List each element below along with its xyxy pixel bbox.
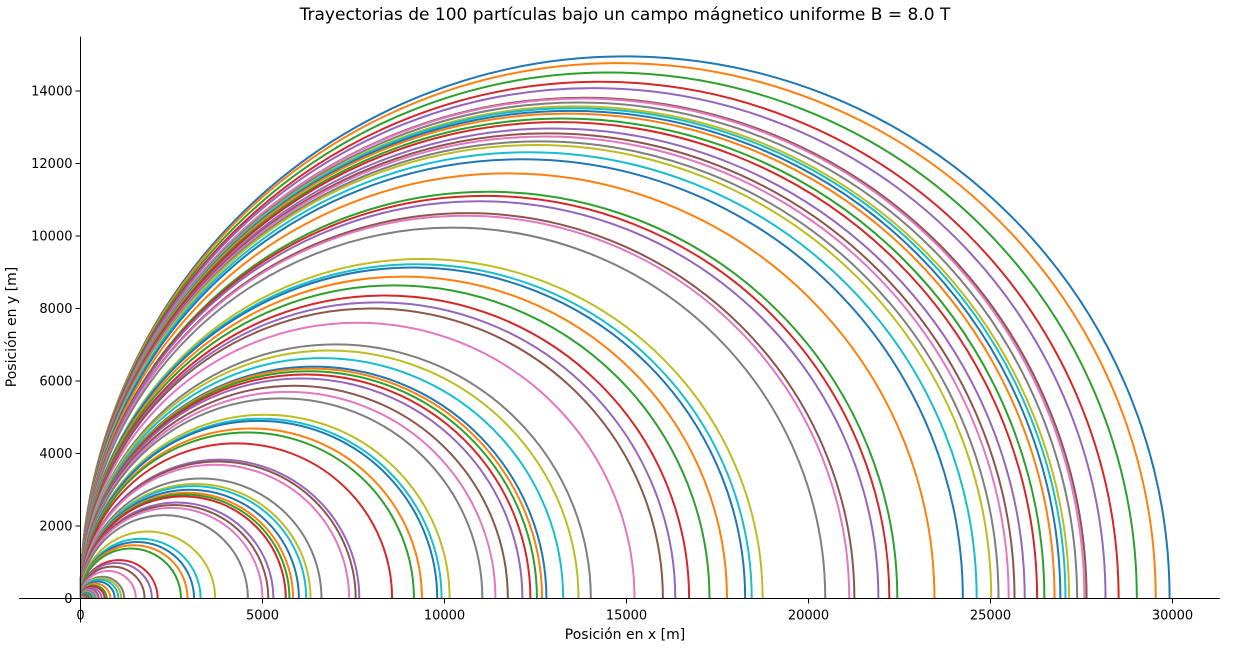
x-axis-label: Posición en x [m] <box>565 627 685 643</box>
y-tick-label: 2000 <box>39 520 72 535</box>
trajectory-arc <box>79 140 1000 599</box>
trajectory-arc <box>79 71 1138 599</box>
x-tick-label: 10000 <box>424 609 465 624</box>
trajectory-arc <box>79 284 711 599</box>
y-tick-label: 10000 <box>31 230 72 245</box>
trajectory-arc <box>81 133 1015 598</box>
trajectory-arc <box>79 200 880 599</box>
trajectory-arc <box>79 62 1157 599</box>
trajectory-arc <box>81 106 1070 598</box>
trajectory-arc <box>79 158 964 599</box>
trajectory-arc <box>79 547 182 599</box>
x-tick-label: 25000 <box>970 609 1011 624</box>
trajectory-arc <box>79 307 664 599</box>
trajectory-arc <box>79 109 1062 599</box>
y-axis-label: Posición en y [m] <box>4 267 20 387</box>
trajectory-arc <box>79 266 747 599</box>
y-axis-ticks: 0 2000 4000 6000 8000 10000 12000 14000 <box>31 85 81 607</box>
trajectory-arc <box>79 214 851 599</box>
trajectory-arc <box>79 514 249 599</box>
trajectory-arc <box>79 80 1120 599</box>
trajectory-arc <box>79 172 936 599</box>
x-tick-label: 20000 <box>788 609 829 624</box>
trajectory-arc <box>79 127 1026 599</box>
y-tick-label: 14000 <box>31 85 72 100</box>
x-tick-label: 0 <box>76 609 84 624</box>
y-tick-label: 12000 <box>31 157 72 172</box>
trajectory-arc <box>79 431 415 599</box>
trajectory-arc <box>81 122 1038 598</box>
y-tick-label: 0 <box>64 592 72 607</box>
plot-area <box>79 55 1171 599</box>
y-tick-label: 4000 <box>39 447 72 462</box>
y-tick-label: 6000 <box>39 375 72 390</box>
x-tick-label: 15000 <box>606 609 647 624</box>
x-tick-label: 5000 <box>246 609 279 624</box>
trajectory-arc <box>79 370 538 599</box>
trajectory-arc <box>79 343 592 599</box>
trajectory-arc <box>79 226 827 599</box>
x-tick-label: 30000 <box>1152 609 1193 624</box>
trajectory-arc <box>79 321 636 599</box>
chart-title: Trayectorias de 100 partículas bajo un c… <box>299 5 951 25</box>
trajectory-arc <box>79 463 351 599</box>
y-tick-label: 8000 <box>39 302 72 317</box>
trajectory-arc <box>79 397 484 599</box>
x-axis-ticks: 0 5000 10000 15000 20000 25000 30000 <box>76 598 1193 624</box>
trajectory-arc <box>81 108 1066 598</box>
trajectory-arc <box>79 442 394 599</box>
